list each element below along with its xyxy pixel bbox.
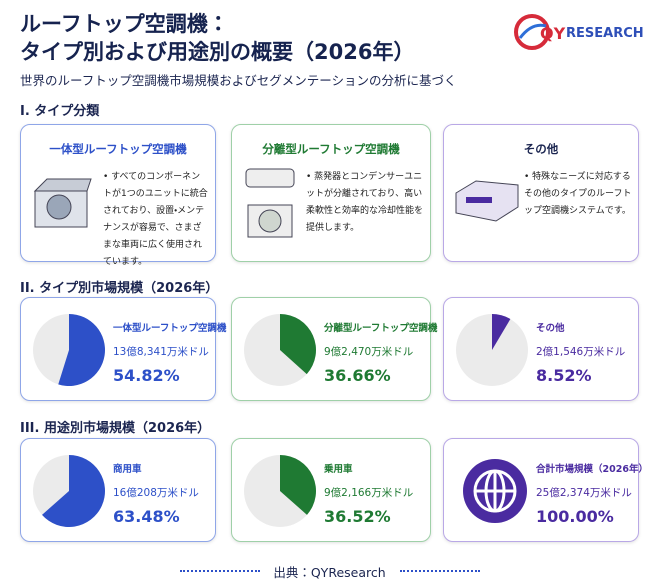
globe-icon	[463, 459, 527, 523]
pie-slice	[58, 314, 106, 386]
card: 分離型ルーフトップ空調機 • 蒸発器とコンデンサーユニットが分離されており、高い…	[231, 124, 431, 262]
stat-name: その他	[536, 323, 565, 334]
stat-percent: 54.82%	[113, 366, 180, 385]
source: 出典：QYResearch	[273, 565, 386, 580]
bullet: • すべてのコンポーネントが1つのユニットに統合されており、設置・メンテナンスが…	[103, 172, 208, 267]
pie	[33, 455, 105, 527]
bullet: • 蒸発器とコンデンサーユニットが分離されており、高い柔軟性と効率的な冷却性能を…	[306, 172, 424, 233]
stat-name: 乗用車	[324, 464, 353, 475]
stat-amount: 9億2,166万米ドル	[324, 487, 414, 499]
stat-card: 乗用車 9億2,166万米ドル 36.52%	[231, 438, 431, 542]
logo-rest: RESEARCH	[566, 26, 644, 41]
stat-card: その他 2億1,546万米ドル 8.52%	[443, 297, 639, 401]
logo: QY RESEARCH	[512, 12, 652, 52]
icon	[455, 180, 519, 222]
stat-card: 分離型ルーフトップ空調機 9億2,470万米ドル 36.66%	[231, 297, 437, 401]
stat-name: 分離型ルーフトップ空調機	[324, 323, 438, 334]
bullet-text: すべてのコンポーネントが1つのユニットに統合されており、設置・メンテナンスが容易…	[103, 172, 208, 267]
icon	[33, 178, 92, 228]
logo-globe	[514, 14, 550, 50]
card-title: 分離型ルーフトップ空調機	[262, 142, 400, 156]
pie-slice	[492, 314, 511, 350]
bullet-text: 特殊なニーズに対応するその他のタイプのルーフトップ空調機システムです。	[524, 172, 632, 216]
section-heading: III. 用途別市場規模（2026年）	[20, 421, 211, 436]
pie-slice	[280, 455, 316, 515]
section-heading: I. タイプ分類	[20, 104, 100, 119]
stat-amount: 2億1,546万米ドル	[536, 346, 626, 358]
stat-name: 商用車	[113, 464, 142, 475]
stat-percent: 36.52%	[324, 507, 391, 526]
stat-percent: 36.66%	[324, 366, 391, 385]
stat-card: 商用車 16億208万米ドル 63.48%	[20, 438, 216, 542]
stat-amount: 25億2,374万米ドル	[536, 487, 632, 499]
pie-slice	[42, 455, 105, 527]
pie	[244, 455, 316, 527]
stat-amount: 9億2,470万米ドル	[324, 346, 414, 358]
card: その他 • 特殊なニーズに対応するその他のタイプのルーフトップ空調機システムです…	[443, 124, 639, 262]
pie-slice	[280, 314, 316, 375]
pie	[456, 314, 528, 386]
pie	[244, 314, 316, 386]
subtitle: 世界のルーフトップ空調機市場規模およびセグメンテーションの分析に基づく	[20, 73, 457, 88]
icon	[245, 168, 295, 238]
title: ルーフトップ空調機：	[20, 12, 229, 36]
stat-name: 一体型ルーフトップ空調機	[113, 323, 227, 334]
stat-percent: 100.00%	[536, 507, 614, 526]
title: タイプ別および用途別の概要（2026年）	[20, 40, 415, 64]
stat-card: 一体型ルーフトップ空調機 13億8,341万米ドル 54.82%	[20, 297, 226, 401]
bullet-text: 蒸発器とコンデンサーユニットが分離されており、高い柔軟性と効率的な冷却性能を提供…	[306, 172, 424, 233]
stat-amount: 13億8,341万米ドル	[113, 346, 209, 358]
divider	[180, 570, 260, 572]
section-heading: II. タイプ別市場規模（2026年）	[20, 281, 219, 296]
stat-amount: 16億208万米ドル	[113, 487, 199, 499]
logo-brand: QY	[540, 24, 566, 43]
card-title: その他	[523, 142, 559, 156]
stat-name: 合計市場規模（2026年）	[536, 464, 648, 475]
card-title: 一体型ルーフトップ空調機	[49, 142, 187, 156]
card: 一体型ルーフトップ空調機 • すべてのコンポーネントが1つのユニットに統合されて…	[20, 124, 216, 267]
divider	[400, 570, 480, 572]
stat-percent: 63.48%	[113, 507, 180, 526]
pie	[33, 314, 106, 386]
stat-percent: 8.52%	[536, 366, 592, 385]
bullet: • 特殊なニーズに対応するその他のタイプのルーフトップ空調機システムです。	[524, 172, 632, 216]
